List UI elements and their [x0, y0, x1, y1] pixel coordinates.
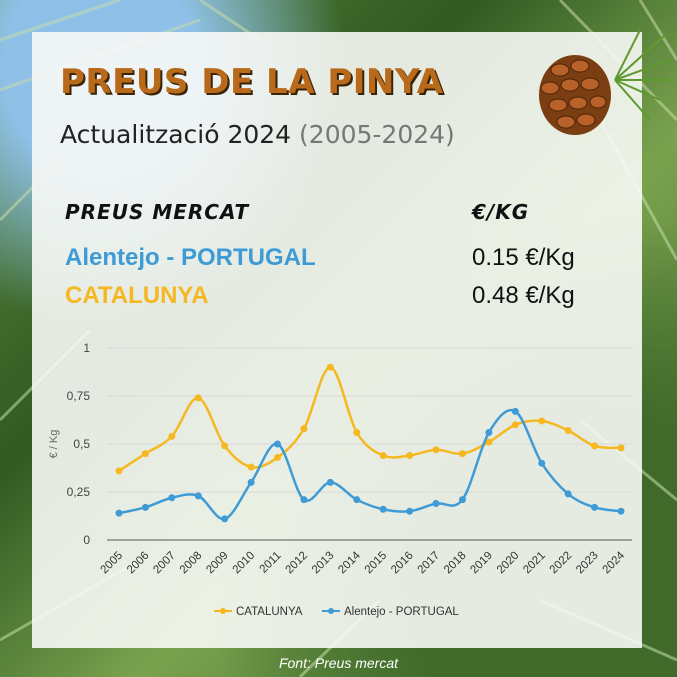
data-point-portugal [432, 500, 440, 508]
data-point-catalunya [326, 363, 334, 371]
x-tick-label: 2005 [99, 550, 126, 577]
y-tick-label: 0,75 [67, 389, 91, 403]
x-tick-label: 2008 [178, 550, 205, 577]
x-tick-label: 2018 [442, 550, 469, 577]
data-point-portugal [353, 496, 361, 504]
data-point-catalunya [458, 450, 466, 458]
data-point-catalunya [300, 425, 308, 433]
legend-marker-portugal [328, 608, 334, 614]
data-point-catalunya [221, 442, 229, 450]
data-point-portugal [458, 496, 466, 504]
y-tick-label: 0,25 [67, 485, 91, 499]
data-point-portugal [274, 440, 282, 448]
y-axis-label: € / Kg [48, 430, 60, 459]
legend-label-portugal: Alentejo - PORTUGAL [344, 606, 459, 618]
data-point-catalunya [141, 450, 149, 458]
page-title: PREUS DE LA PINYA [60, 62, 444, 102]
data-point-portugal [511, 407, 519, 415]
data-point-catalunya [353, 428, 361, 436]
data-point-catalunya [115, 467, 123, 475]
legend-marker-catalunya [220, 608, 226, 614]
source-note: Font: Preus mercat [278, 655, 399, 671]
series-line-catalunya [118, 365, 622, 472]
data-point-catalunya [617, 444, 625, 452]
x-tick-label: 2019 [468, 550, 495, 577]
x-tick-label: 2022 [548, 550, 575, 577]
data-point-portugal [564, 490, 572, 498]
data-point-catalunya [432, 446, 440, 454]
data-point-catalunya [379, 452, 387, 460]
x-tick-label: 2015 [363, 550, 390, 577]
x-tick-label: 2013 [310, 550, 337, 577]
market-heading: PREUS MERCAT [65, 200, 250, 224]
data-point-catalunya [406, 452, 414, 460]
series-line-portugal [118, 408, 622, 521]
data-point-portugal [141, 503, 149, 511]
data-point-portugal [379, 505, 387, 513]
x-tick-label: 2023 [574, 550, 601, 577]
data-point-portugal [168, 494, 176, 502]
data-point-catalunya [485, 438, 493, 446]
data-point-catalunya [274, 453, 282, 461]
x-tick-label: 2012 [283, 550, 310, 577]
x-tick-label: 2016 [389, 550, 416, 577]
x-tick-label: 2020 [495, 550, 522, 577]
subtitle: Actualització 2024 (2005-2024) [60, 120, 455, 149]
data-point-portugal [326, 478, 334, 486]
data-point-portugal [221, 515, 229, 523]
data-point-portugal [247, 478, 255, 486]
data-point-catalunya [591, 442, 599, 450]
market-row-catalunya-value: 0.48 €/Kg [472, 282, 575, 309]
info-card [32, 32, 642, 648]
data-point-portugal [194, 492, 202, 500]
market-row-catalunya-label: CATALUNYA [65, 282, 209, 309]
x-tick-label: 2007 [151, 550, 178, 577]
x-tick-label: 2011 [258, 550, 284, 576]
legend-label-catalunya: CATALUNYA [236, 606, 303, 618]
data-point-portugal [538, 459, 546, 467]
market-row-portugal-label: Alentejo - PORTUGAL [65, 244, 316, 271]
subtitle-range: (2005-2024) [299, 120, 455, 149]
x-tick-label: 2006 [125, 550, 152, 577]
subtitle-update: Actualització 2024 [60, 120, 292, 149]
data-point-portugal [617, 507, 625, 515]
data-point-catalunya [194, 394, 202, 402]
data-point-portugal [115, 509, 123, 517]
data-point-portugal [485, 428, 493, 436]
data-point-catalunya [564, 427, 572, 435]
x-tick-label: 2009 [204, 550, 231, 577]
y-tick-label: 0 [83, 533, 90, 547]
pine-cone-icon [539, 30, 670, 135]
data-point-catalunya [511, 421, 519, 429]
y-tick-label: 0,5 [73, 437, 90, 451]
data-point-portugal [591, 503, 599, 511]
x-tick-label: 2014 [336, 549, 363, 576]
data-point-portugal [406, 507, 414, 515]
data-point-catalunya [168, 432, 176, 440]
x-tick-label: 2024 [601, 549, 628, 576]
data-point-catalunya [538, 417, 546, 425]
unit-heading: €/KG [472, 200, 530, 224]
y-tick-label: 1 [83, 341, 90, 355]
market-row-portugal-value: 0.15 €/Kg [472, 244, 575, 271]
data-point-catalunya [247, 463, 255, 471]
x-tick-label: 2010 [231, 550, 258, 577]
x-tick-label: 2017 [416, 550, 443, 577]
x-tick-label: 2021 [521, 550, 548, 577]
data-point-portugal [300, 496, 308, 504]
